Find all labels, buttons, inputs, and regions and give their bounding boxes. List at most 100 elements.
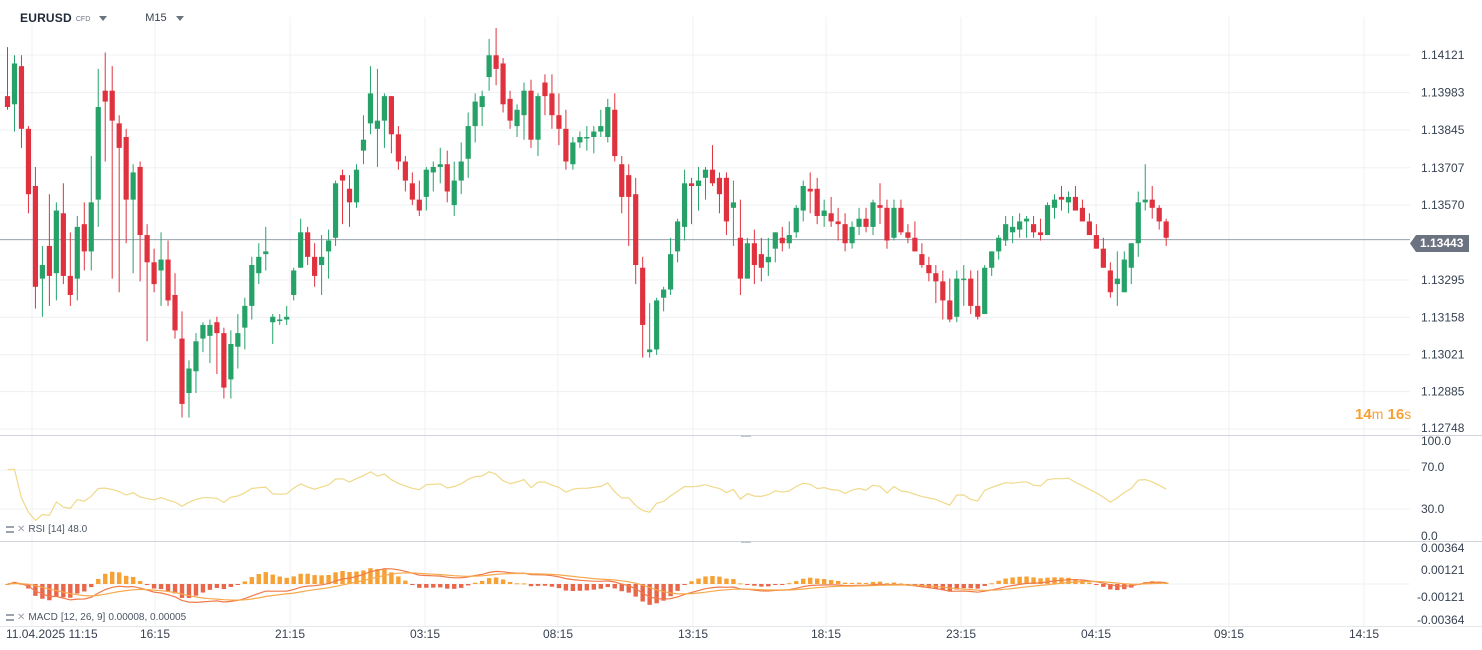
macd-histogram-bar bbox=[989, 583, 994, 585]
macd-histogram-bar bbox=[891, 582, 897, 584]
macd-histogram-bar bbox=[766, 584, 771, 587]
candle-up bbox=[535, 96, 541, 140]
macd-histogram-bar bbox=[235, 584, 241, 585]
candle-up bbox=[800, 186, 806, 211]
candle-down bbox=[807, 188, 813, 192]
candle-down bbox=[305, 232, 311, 257]
macd-histogram-bar bbox=[647, 584, 652, 605]
macd-histogram-bar bbox=[333, 572, 338, 584]
candle-up bbox=[521, 90, 527, 116]
macd-histogram-bar bbox=[591, 584, 597, 590]
macd-values: 0.00008, 0.00005 bbox=[108, 612, 187, 623]
macd-legend: ✕ MACD [12, 26, 9] 0.00008, 0.00005 bbox=[6, 612, 186, 623]
candle-up bbox=[200, 324, 206, 339]
candle-up bbox=[367, 93, 374, 124]
candle-down bbox=[151, 262, 157, 285]
macd-histogram-bar bbox=[863, 582, 869, 584]
macd-histogram-bar bbox=[849, 582, 855, 584]
candle-up bbox=[577, 136, 583, 143]
pane-resize-handle[interactable] bbox=[741, 541, 751, 543]
countdown-minutes: 14 bbox=[1355, 406, 1372, 423]
candle-down bbox=[507, 98, 513, 121]
candle-up bbox=[1017, 221, 1023, 230]
macd-line bbox=[7, 568, 1167, 604]
macd-name: MACD bbox=[28, 612, 58, 623]
macd-histogram-bar bbox=[326, 575, 331, 584]
timeframe-selector[interactable]: M15 bbox=[145, 12, 167, 24]
candle-down bbox=[1058, 196, 1065, 200]
macd-histogram-bar bbox=[577, 584, 583, 591]
candle-down bbox=[863, 218, 869, 227]
candle-down bbox=[1100, 248, 1106, 268]
macd-histogram-bar bbox=[968, 584, 973, 589]
last-price-badge: 1.13443 bbox=[1410, 235, 1470, 252]
candle-up bbox=[570, 142, 576, 165]
macd-histogram-bar bbox=[689, 581, 694, 584]
menu-icon[interactable] bbox=[6, 614, 14, 621]
candle-up bbox=[374, 120, 381, 129]
candle-up bbox=[430, 166, 436, 173]
macd-histogram-bar bbox=[731, 579, 736, 584]
candle-down bbox=[905, 232, 911, 238]
candle-down bbox=[81, 224, 87, 252]
macd-histogram-bar bbox=[1031, 577, 1036, 584]
symbol-name[interactable]: EURUSD bbox=[20, 11, 72, 25]
macd-histogram-bar bbox=[96, 579, 101, 584]
chevron-down-icon[interactable] bbox=[175, 15, 184, 21]
candle-down bbox=[179, 338, 185, 404]
macd-histogram-bar bbox=[493, 577, 499, 584]
candle-down bbox=[723, 177, 730, 222]
macd-histogram-bar bbox=[549, 584, 555, 587]
candle-down bbox=[709, 169, 716, 184]
candle-down bbox=[402, 161, 408, 181]
candle-up bbox=[1003, 224, 1009, 241]
rsi-name: RSI bbox=[28, 524, 46, 535]
candle-up bbox=[193, 341, 199, 372]
candle-up bbox=[472, 101, 478, 127]
candle-down bbox=[1149, 199, 1155, 208]
close-icon[interactable]: ✕ bbox=[17, 524, 26, 535]
close-icon[interactable]: ✕ bbox=[17, 612, 26, 623]
macd-histogram-bar bbox=[898, 583, 904, 585]
rsi-line bbox=[7, 468, 1167, 522]
macd-histogram-bar bbox=[982, 584, 987, 586]
macd-histogram-bar bbox=[242, 581, 248, 584]
pane-resize-handle[interactable] bbox=[741, 435, 751, 437]
candle-up bbox=[591, 131, 597, 137]
menu-icon[interactable] bbox=[6, 526, 14, 533]
candle-down bbox=[102, 90, 108, 102]
candle-up bbox=[270, 316, 276, 323]
macd-histogram-bar bbox=[403, 580, 408, 584]
candle-up bbox=[235, 333, 241, 347]
macd-histogram-bar bbox=[870, 581, 876, 584]
macd-histogram-bar bbox=[1024, 576, 1029, 584]
candle-up bbox=[1142, 199, 1148, 203]
candle-down bbox=[947, 300, 953, 320]
candle-up bbox=[661, 289, 667, 298]
candle-down bbox=[633, 194, 639, 266]
chevron-down-icon[interactable] bbox=[99, 15, 108, 21]
macd-histogram-bar bbox=[877, 581, 883, 584]
candle-countdown: 14m 16s bbox=[1355, 406, 1411, 423]
candle-up bbox=[856, 218, 862, 227]
macd-histogram-bar bbox=[445, 584, 450, 589]
candle-down bbox=[123, 136, 129, 200]
macd-histogram-bar bbox=[738, 583, 743, 585]
macd-histogram-bar bbox=[221, 584, 227, 590]
price-tick-label: 1.14121 bbox=[1421, 48, 1465, 62]
candle-up bbox=[730, 202, 737, 208]
macd-histogram-bar bbox=[542, 584, 548, 586]
time-tick-label: 03:15 bbox=[410, 627, 440, 641]
candle-up bbox=[647, 349, 653, 353]
macd-histogram-bar bbox=[703, 576, 708, 584]
candle-up bbox=[961, 278, 967, 281]
candle-up bbox=[381, 96, 388, 121]
macd-histogram-bar bbox=[389, 572, 394, 584]
candle-down bbox=[493, 55, 499, 69]
candle-down bbox=[1163, 221, 1169, 238]
candle-down bbox=[884, 207, 890, 241]
time-tick-label: 08:15 bbox=[543, 627, 573, 641]
candle-down bbox=[312, 256, 318, 276]
macd-histogram-bar bbox=[5, 584, 10, 585]
